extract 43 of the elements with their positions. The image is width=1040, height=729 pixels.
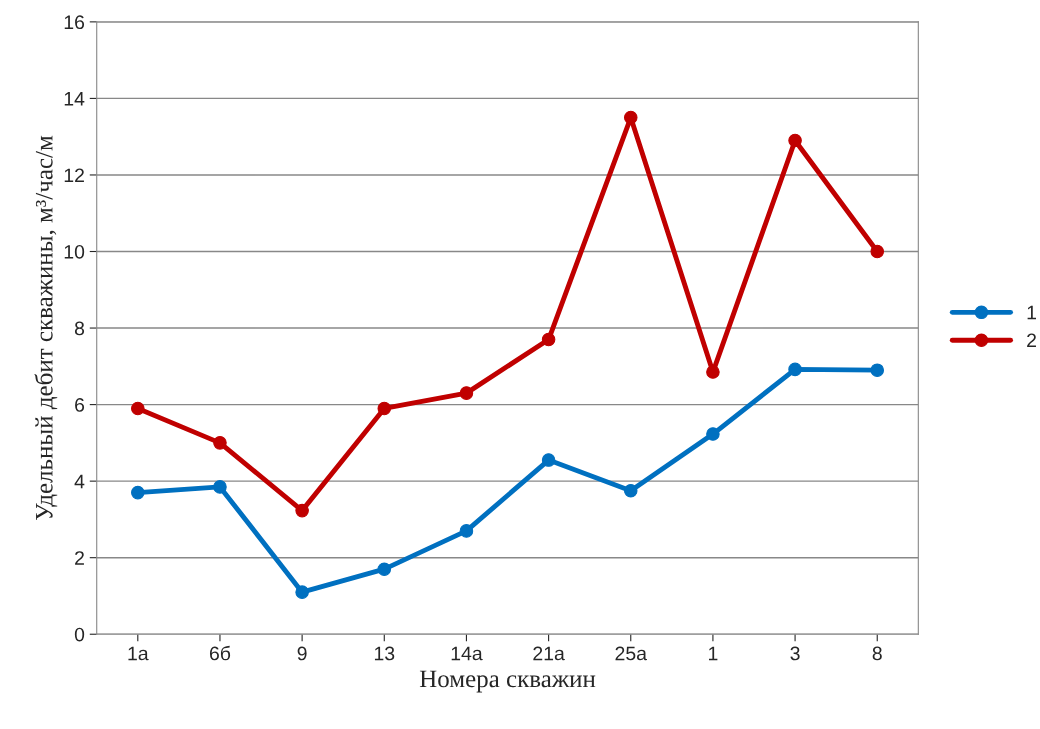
y-tick-label: 14: [64, 92, 85, 106]
y-tick-label: 16: [64, 15, 85, 30]
y-tick-label: 8: [74, 321, 85, 336]
x-tick-label: 9: [297, 646, 307, 661]
x-tick-label: 8: [872, 646, 882, 661]
point: [459, 524, 474, 538]
point: [541, 453, 556, 467]
legend-label: 1: [1027, 305, 1037, 320]
point: [459, 386, 474, 400]
x-tick-label: 1а: [128, 646, 149, 661]
point: [870, 363, 885, 377]
point: [131, 401, 145, 416]
y-tick-label: 0: [74, 627, 85, 642]
point: [295, 503, 309, 518]
point: [623, 483, 638, 498]
point: [295, 585, 309, 599]
point: [623, 110, 638, 125]
x-tick-label: 6б: [209, 645, 231, 661]
point: [706, 427, 720, 441]
point: [213, 480, 227, 494]
legend-label: 2: [1027, 333, 1036, 347]
point: [788, 133, 802, 148]
x-tick-label: 21а: [533, 646, 565, 661]
x-tick-label: 3: [790, 646, 800, 661]
x-tick-label: 25а: [615, 646, 647, 661]
point: [213, 436, 227, 450]
point: [377, 401, 392, 416]
point: [541, 332, 556, 347]
y-tick-label: 4: [74, 474, 85, 489]
x-tick-label: 14а: [451, 646, 483, 661]
x-axis-title: Номера скважин: [419, 670, 596, 693]
y-tick-label: 6: [75, 398, 85, 412]
point: [870, 244, 885, 259]
y-tick-label: 12: [64, 168, 84, 183]
y-tick-label: 2: [75, 551, 84, 565]
x-tick-label: 13: [374, 646, 395, 661]
point: [788, 362, 802, 377]
y-axis-title: Удельный дебит скважины, м³/час/м: [34, 135, 58, 521]
x-tick-label: 1: [709, 646, 718, 661]
point: [706, 365, 720, 379]
point: [131, 485, 145, 500]
y-tick-label: 10: [64, 244, 85, 259]
point: [377, 562, 392, 576]
